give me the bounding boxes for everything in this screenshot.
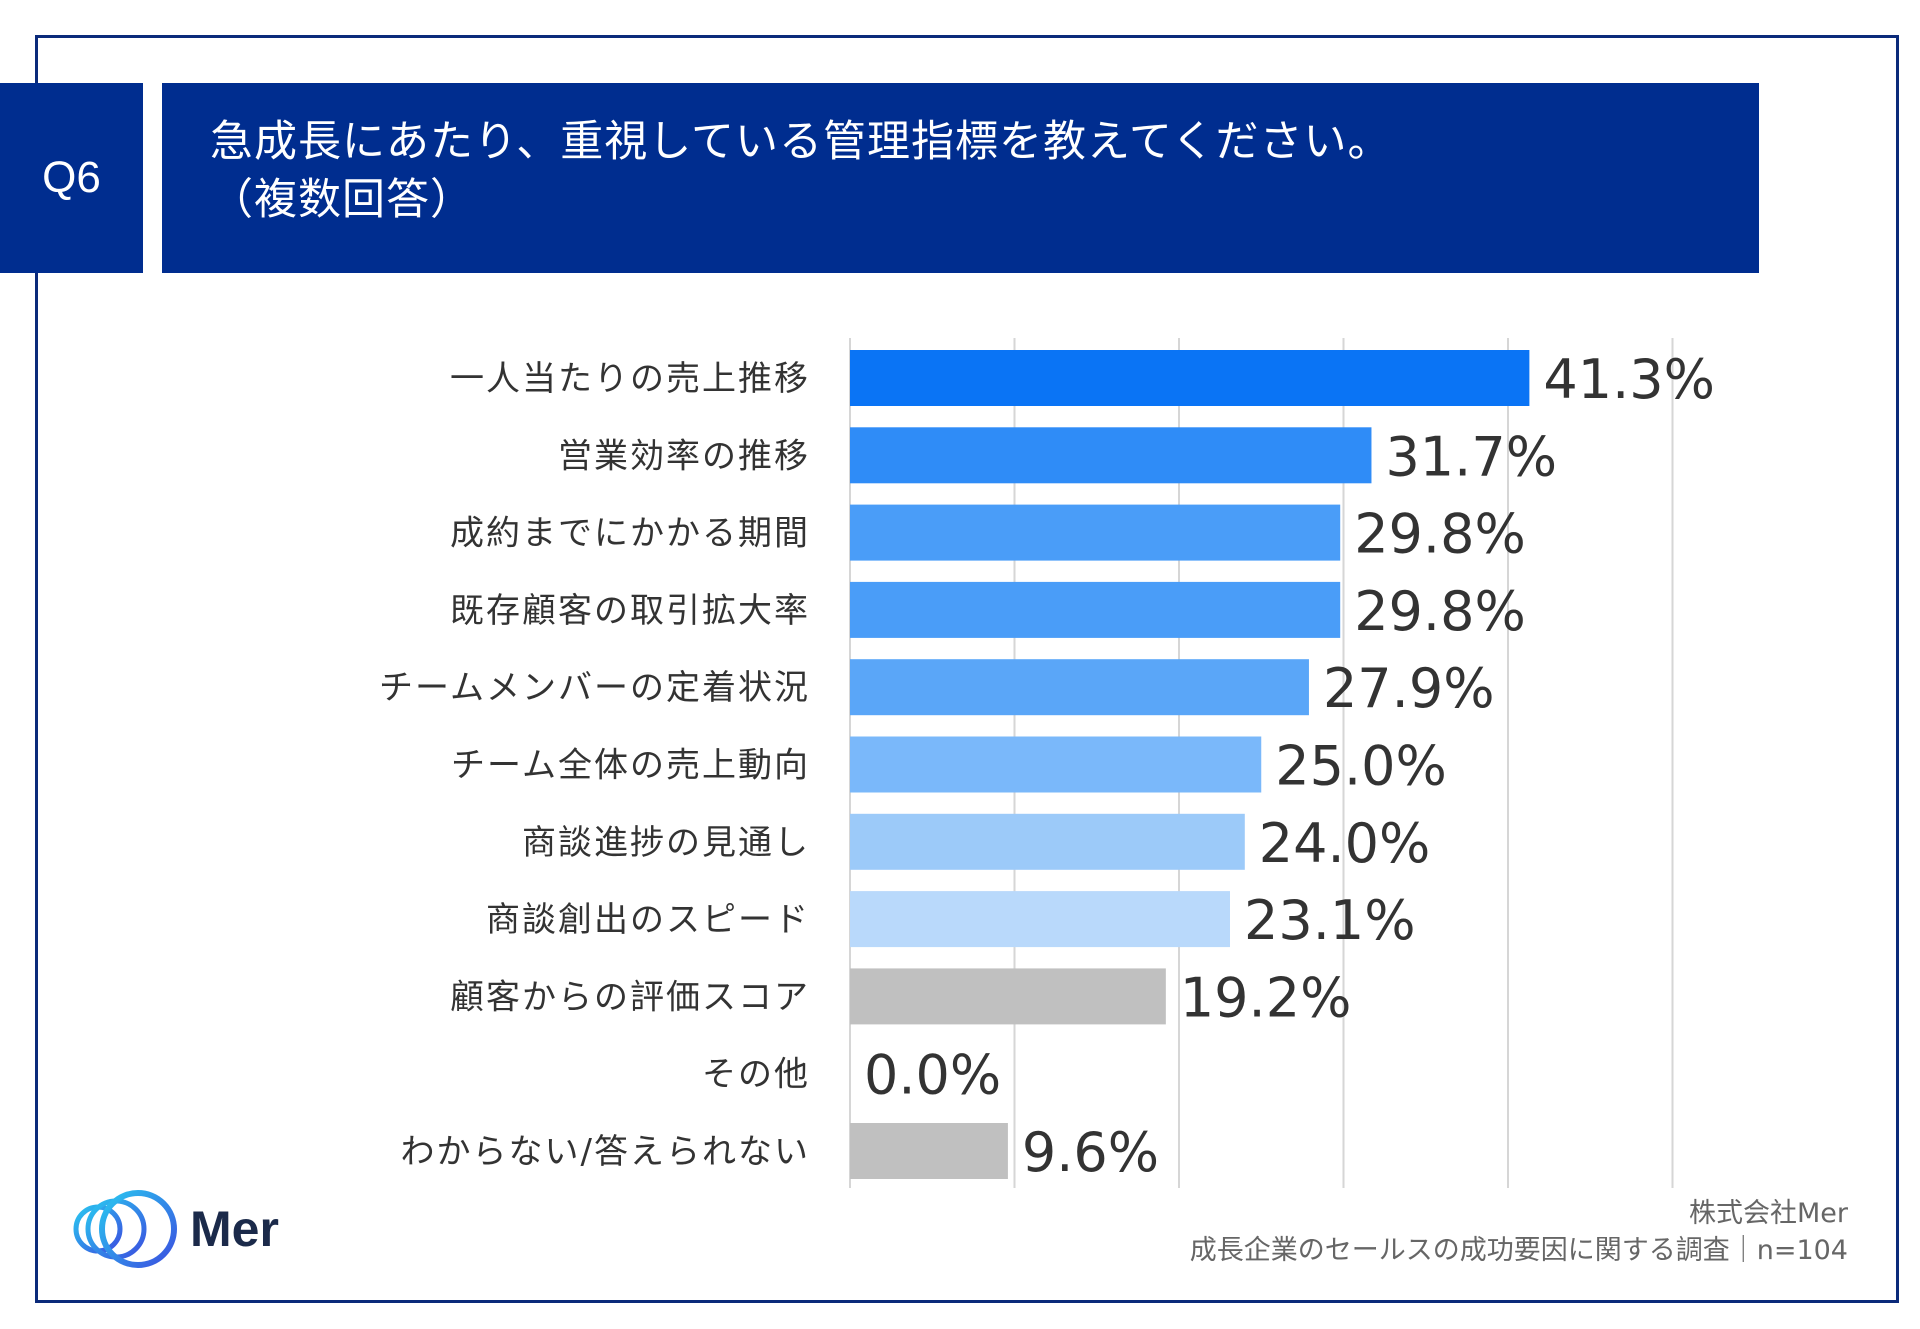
category-label: 営業効率の推移 [558,436,810,476]
question-number-label: Q6 [42,153,101,202]
category-label: 商談進捗の見通し [522,823,810,863]
value-label: 19.2% [1180,966,1352,1029]
page-frame [35,35,1899,1303]
category-label: 成約までにかかる期間 [450,514,810,554]
category-label: 商談創出のスピード [486,900,810,940]
source-survey: 成長企業のセールスの成功要因に関する調査｜n=104 [1189,1235,1848,1266]
question-title-line1: 急成長にあたり、重視している管理指標を教えてください。 [210,117,1392,167]
question-number: Q6 [0,83,143,273]
value-label: 23.1% [1244,889,1416,952]
bar [850,968,1166,1025]
bar [850,891,1230,948]
question-title-line2: （複数回答） [210,175,474,225]
value-label: 25.0% [1275,735,1447,798]
bar [850,581,1341,638]
category-label: チームメンバーの定着状況 [379,668,810,708]
category-label: 顧客からの評価スコア [450,977,810,1017]
bar [850,427,1372,484]
source-company: 株式会社Mer [1688,1198,1848,1229]
source-note: 株式会社Mer 成長企業のセールスの成功要因に関する調査｜n=104 [1190,1195,1848,1269]
value-label: 27.9% [1323,657,1495,720]
value-label: 29.8% [1354,580,1526,643]
value-label: 31.7% [1385,425,1557,488]
value-label: 24.0% [1259,812,1431,875]
bar [850,736,1262,793]
category-label: その他 [702,1055,810,1095]
category-label: 一人当たりの売上推移 [450,359,810,399]
value-label: 41.3% [1543,348,1715,411]
bar [850,504,1341,561]
bar [850,813,1245,870]
logo-text: Mer [190,1201,279,1257]
mer-logo-icon [73,1190,177,1268]
question-title: 急成長にあたり、重視している管理指標を教えてください。 （複数回答） [162,83,1759,273]
category-label: チーム全体の売上動向 [451,746,810,786]
bar [850,659,1309,716]
value-label: 9.6% [1022,1121,1159,1184]
category-label: わからない/答えられない [401,1132,810,1172]
value-label: 0.0% [864,1044,1001,1107]
category-label: 既存顧客の取引拡大率 [450,591,810,631]
value-label: 29.8% [1354,503,1526,566]
bar [850,1123,1008,1179]
bar [850,350,1530,406]
